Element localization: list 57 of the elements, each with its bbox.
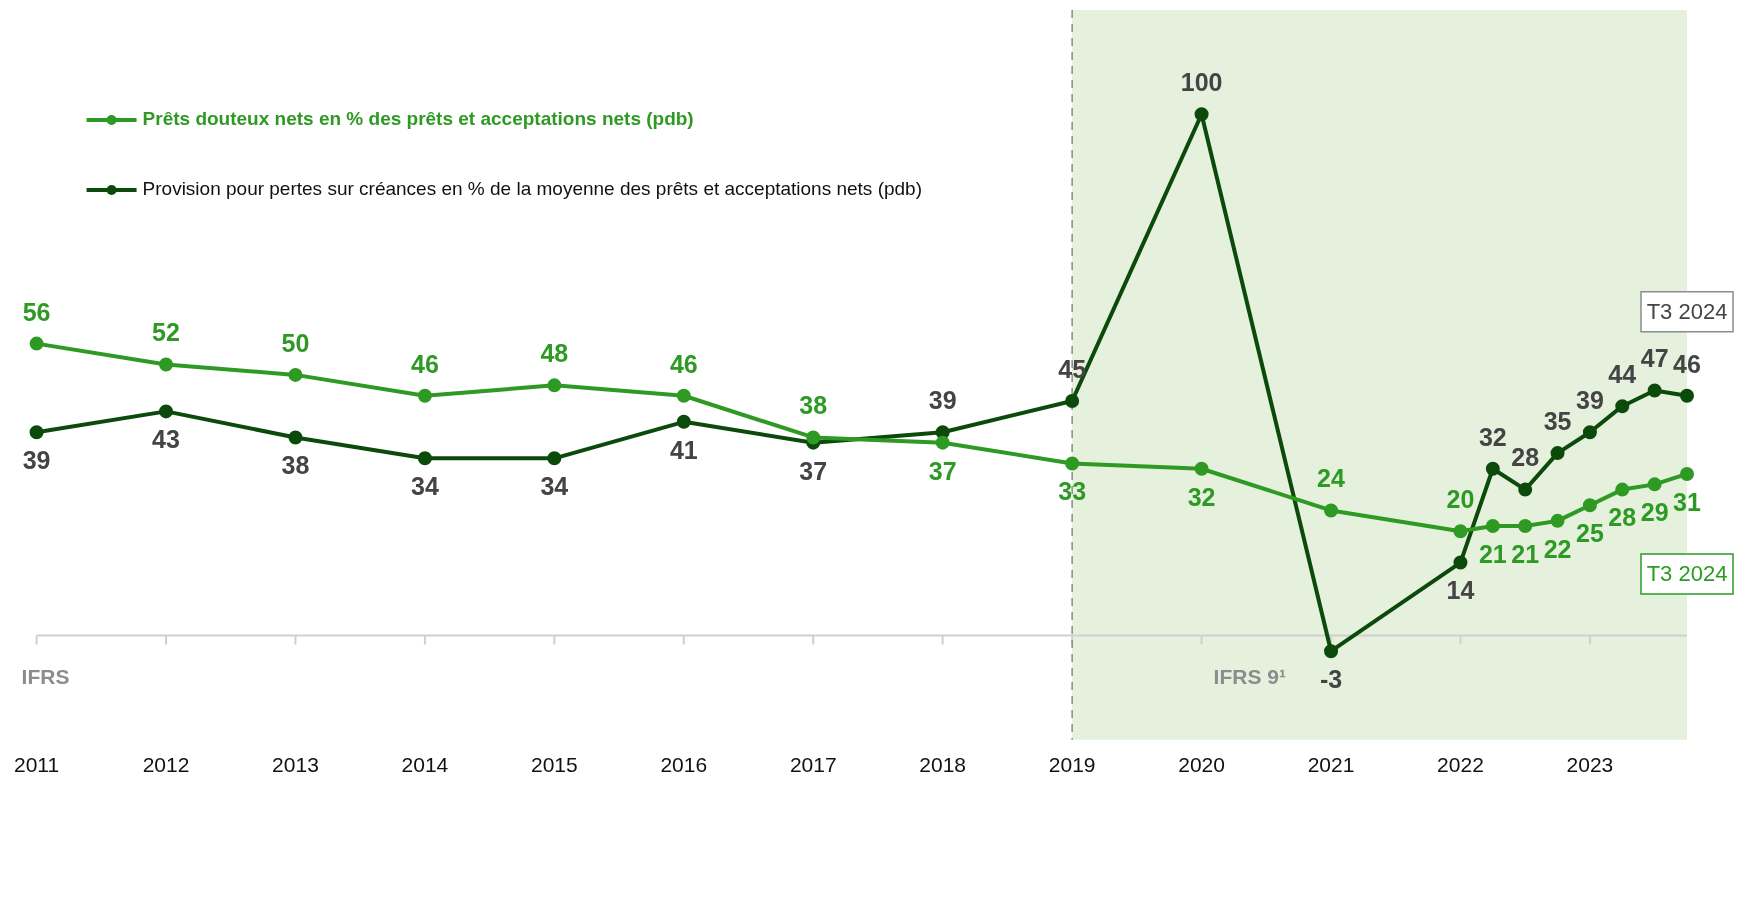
data-label: 22 bbox=[1543, 534, 1572, 563]
data-label: 44 bbox=[1608, 360, 1637, 389]
data-label: -3 bbox=[1319, 665, 1343, 694]
x-tick-label: 2023 bbox=[1566, 753, 1614, 777]
x-tick-label: 2020 bbox=[1178, 753, 1225, 777]
data-label: 50 bbox=[281, 328, 310, 357]
data-label: 32 bbox=[1478, 422, 1507, 451]
data-label: 46 bbox=[669, 349, 698, 378]
data-label: 52 bbox=[152, 318, 180, 347]
data-label: 48 bbox=[540, 339, 569, 368]
data-label: 20 bbox=[1446, 485, 1475, 514]
x-tick-label: 2013 bbox=[272, 753, 319, 777]
data-label: 28 bbox=[1511, 443, 1540, 472]
data-label: 35 bbox=[1543, 406, 1572, 435]
legend-label: Prêts douteux nets en % des prêts et acceptations nets (pdb) bbox=[142, 108, 694, 130]
data-label: 31 bbox=[1673, 487, 1701, 516]
x-tick-label: 2022 bbox=[1437, 753, 1484, 777]
data-label: 14 bbox=[1446, 576, 1475, 605]
data-label: 100 bbox=[1180, 68, 1223, 97]
data-label: 38 bbox=[799, 391, 828, 420]
data-label: 45 bbox=[1058, 354, 1087, 383]
legend-label: Provision pour pertes sur créances en % de la moyenne des prêts et acceptations nets (pdb) bbox=[142, 178, 923, 200]
band-label: IFRS 9¹ bbox=[1213, 664, 1286, 688]
x-tick-label: 2019 bbox=[1048, 753, 1096, 777]
x-tick-label: 2016 bbox=[660, 753, 708, 777]
data-label: 39 bbox=[1576, 386, 1604, 415]
data-label: 25 bbox=[1576, 519, 1604, 548]
data-label: 46 bbox=[1673, 349, 1701, 378]
data-label: 47 bbox=[1640, 344, 1669, 373]
data-label: 21 bbox=[1478, 539, 1507, 568]
x-tick-label: 2017 bbox=[789, 753, 837, 777]
x-tick-label: 2015 bbox=[531, 753, 578, 777]
data-label: 32 bbox=[1187, 482, 1216, 511]
data-label: 33 bbox=[1058, 477, 1087, 506]
data-label: 41 bbox=[669, 435, 698, 464]
data-label: 34 bbox=[411, 472, 439, 501]
data-label: 37 bbox=[799, 456, 828, 485]
annotation: T3 2024 bbox=[1646, 561, 1728, 587]
x-tick-label: 2018 bbox=[919, 753, 967, 777]
data-label: 43 bbox=[152, 425, 180, 454]
data-label: 39 bbox=[928, 386, 957, 415]
x-tick-label: 2014 bbox=[401, 753, 449, 777]
annotation: IFRS bbox=[21, 664, 70, 688]
x-tick-label: 2011 bbox=[13, 753, 60, 777]
data-label: 34 bbox=[540, 472, 569, 501]
data-label: 46 bbox=[411, 349, 439, 378]
x-tick-label: 2021 bbox=[1307, 753, 1355, 777]
data-label: 24 bbox=[1317, 464, 1346, 493]
data-label: 56 bbox=[22, 297, 51, 326]
data-label: 38 bbox=[281, 451, 310, 480]
data-label: 28 bbox=[1608, 503, 1637, 532]
data-label: 37 bbox=[928, 456, 957, 485]
annotation: T3 2024 bbox=[1646, 298, 1728, 324]
data-label: 39 bbox=[22, 446, 51, 475]
data-label: 29 bbox=[1640, 498, 1669, 527]
data-label: 21 bbox=[1511, 539, 1540, 568]
x-tick-label: 2012 bbox=[142, 753, 190, 777]
